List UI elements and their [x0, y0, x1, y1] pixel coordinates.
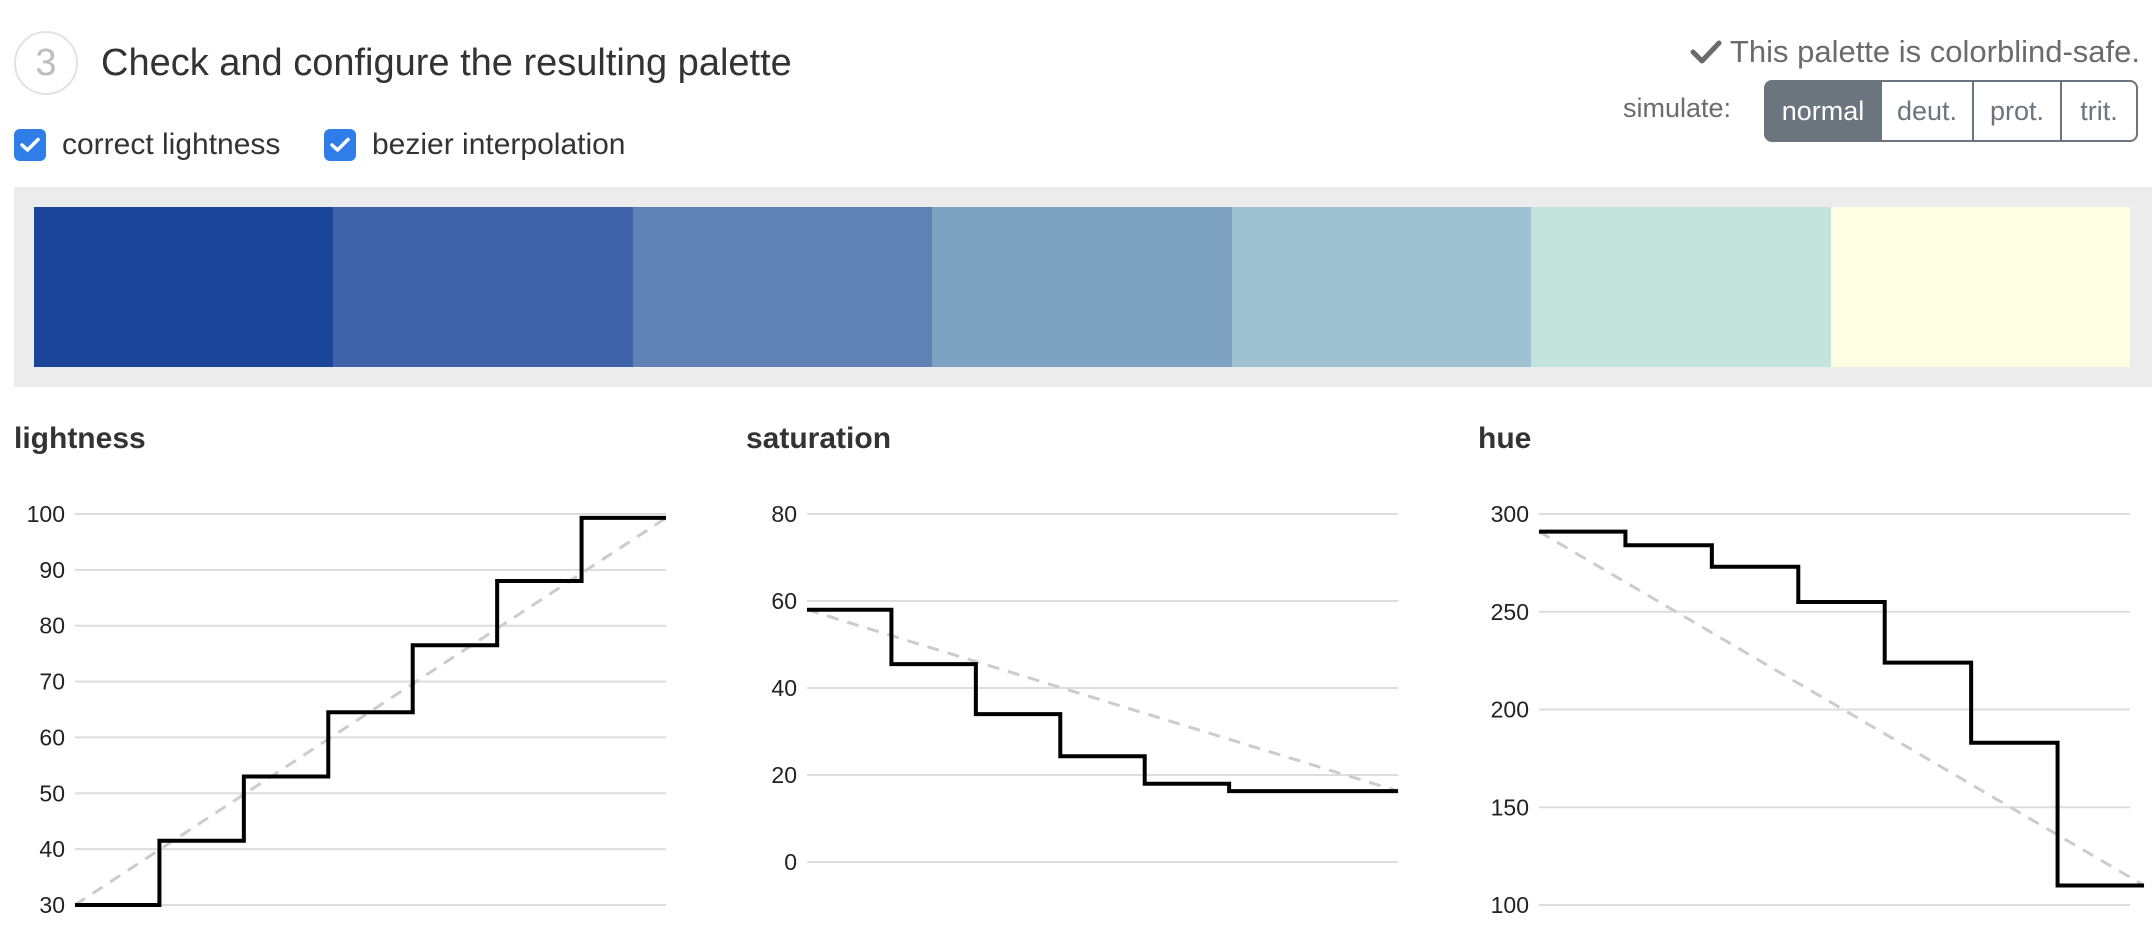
- palette-swatch-5[interactable]: [1231, 207, 1532, 367]
- y-tick-label: 20: [771, 762, 797, 788]
- step-number-badge: 3: [14, 31, 78, 95]
- y-tick-label: 50: [39, 780, 65, 806]
- palette-swatch-2[interactable]: [333, 207, 633, 367]
- palette-swatch-3[interactable]: [632, 207, 933, 367]
- bezier-interpolation-label: bezier interpolation: [372, 128, 626, 161]
- step-line: [75, 515, 666, 907]
- y-tick-label: 80: [771, 501, 797, 527]
- colorblind-safe-text: This palette is colorblind-safe.: [1729, 34, 2140, 69]
- simulate-label: simulate:: [1623, 93, 1732, 123]
- palette-preview: [14, 187, 2152, 387]
- check-icon: [1690, 40, 1722, 64]
- hue-chart-title: hue: [1478, 422, 1532, 455]
- y-tick-label: 30: [39, 892, 65, 918]
- correct-lightness-label: correct lightness: [62, 128, 281, 161]
- checkmark-icon: [20, 137, 40, 152]
- saturation-chart-title: saturation: [746, 422, 892, 455]
- y-tick-label: 40: [771, 675, 797, 701]
- y-tick-label: 100: [27, 501, 65, 527]
- simulate-button-group: normal deut. prot. trit.: [1764, 80, 2138, 142]
- saturation-chart: 0 20 40 60 80: [771, 501, 1399, 875]
- y-tick-label: 0: [784, 849, 797, 875]
- bezier-interpolation-checkbox[interactable]: [324, 129, 356, 161]
- correct-lightness-option[interactable]: correct lightness: [14, 125, 280, 165]
- step-line: [1539, 529, 2144, 888]
- simulate-prot-button[interactable]: prot.: [1974, 80, 2062, 142]
- reference-line: [806, 608, 1399, 793]
- lightness-chart-title: lightness: [14, 422, 146, 455]
- hue-chart: 100 150 200 250 300: [1491, 501, 2145, 918]
- page-title: Check and configure the resulting palett…: [101, 42, 792, 84]
- palette-swatch-6[interactable]: [1531, 207, 1831, 367]
- lightness-chart: 30 40 50 60 70 80 90 100: [27, 501, 667, 918]
- y-tick-label: 300: [1491, 501, 1529, 527]
- palette-swatch-4[interactable]: [932, 207, 1232, 367]
- simulate-normal-button[interactable]: normal: [1764, 80, 1882, 142]
- checkmark-icon: [330, 137, 350, 152]
- y-tick-label: 100: [1491, 892, 1529, 918]
- y-tick-label: 90: [39, 557, 65, 583]
- correct-lightness-checkbox[interactable]: [14, 129, 46, 161]
- palette-swatch-1[interactable]: [34, 207, 334, 367]
- colorblind-safe-note: This palette is colorblind-safe.: [1690, 34, 2140, 70]
- y-tick-label: 150: [1491, 794, 1529, 820]
- simulate-trit-button[interactable]: trit.: [2062, 80, 2138, 142]
- bezier-interpolation-option[interactable]: bezier interpolation: [324, 125, 626, 165]
- y-tick-label: 200: [1491, 697, 1529, 723]
- y-tick-label: 70: [39, 669, 65, 695]
- reference-line: [1538, 530, 2145, 887]
- y-tick-label: 40: [39, 836, 65, 862]
- y-tick-label: 60: [771, 588, 797, 614]
- y-tick-label: 80: [39, 613, 65, 639]
- y-tick-label: 60: [39, 724, 65, 750]
- palette-swatch-7[interactable]: [1830, 207, 2130, 367]
- simulate-deut-button[interactable]: deut.: [1882, 80, 1974, 142]
- y-tick-label: 250: [1491, 599, 1529, 625]
- step-line: [807, 607, 1398, 794]
